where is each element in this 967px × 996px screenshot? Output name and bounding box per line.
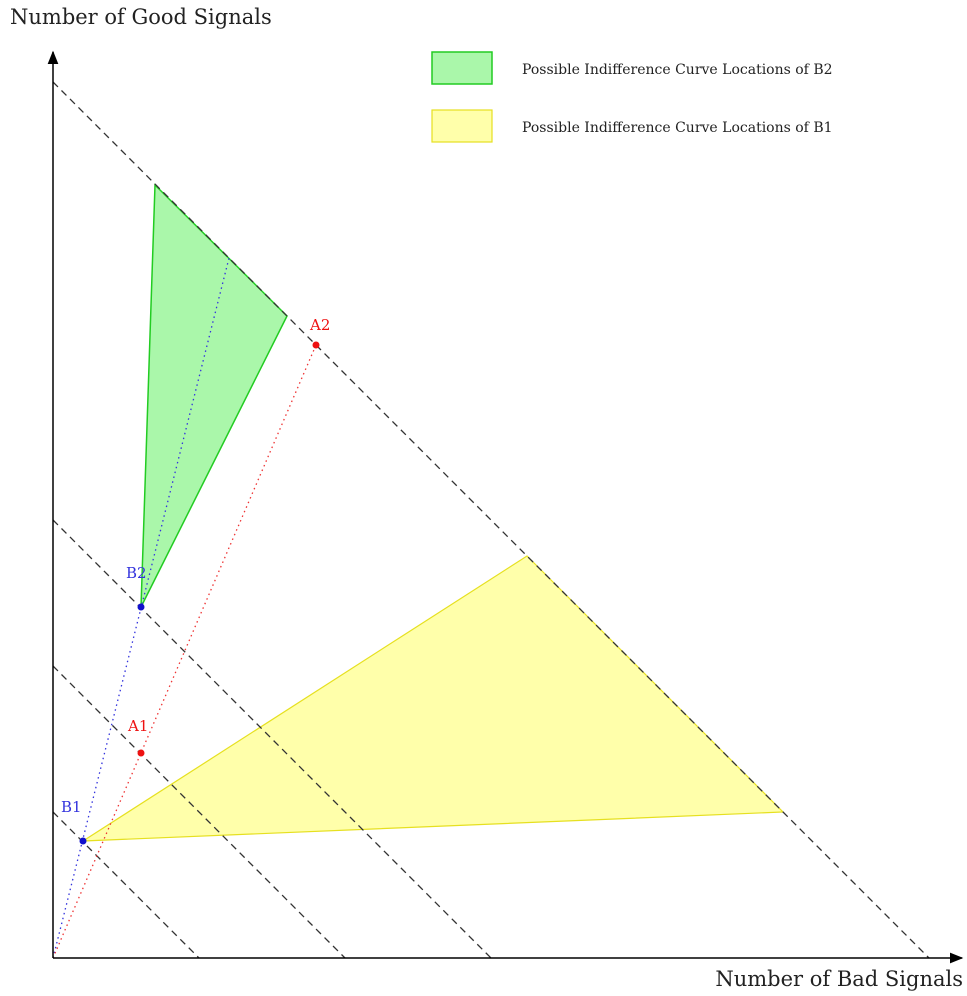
- region-b1: [80, 555, 785, 842]
- point: [137, 749, 145, 757]
- point-label: B1: [61, 798, 82, 816]
- ray-a: [52, 344, 317, 959]
- legend-label: Possible Indifference Curve Locations of…: [522, 120, 833, 136]
- point: [79, 837, 87, 845]
- indifference-line: [52, 665, 346, 959]
- point-label: B2: [126, 564, 147, 582]
- indifference-line: [52, 81, 930, 959]
- y-axis-label: Number of Good Signals: [10, 5, 272, 29]
- point-label: A1: [127, 717, 148, 735]
- region-b2: [140, 183, 288, 608]
- point: [137, 603, 145, 611]
- indifference-line: [52, 811, 200, 959]
- legend-swatch: [431, 109, 493, 143]
- legend-swatch: [431, 51, 493, 85]
- legend-label: Possible Indifference Curve Locations of…: [522, 62, 833, 78]
- x-axis-label: Number of Bad Signals: [715, 967, 963, 991]
- point-label: A2: [309, 316, 330, 334]
- indifference-line: [52, 519, 492, 959]
- point: [312, 341, 320, 349]
